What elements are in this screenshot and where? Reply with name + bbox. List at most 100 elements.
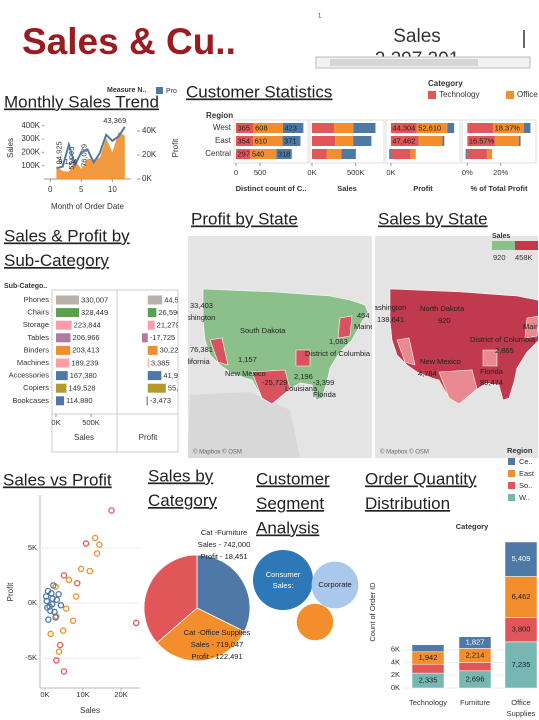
bar bbox=[282, 136, 301, 146]
value-label: 167,380 bbox=[70, 371, 97, 380]
map-label: California bbox=[178, 357, 211, 366]
point bbox=[53, 657, 60, 664]
map-label: -25,729 bbox=[262, 378, 287, 387]
x-tick-label: 500 bbox=[254, 168, 267, 177]
country bbox=[389, 288, 538, 405]
legend-swatch bbox=[506, 91, 514, 99]
value-label: 44,516 bbox=[164, 295, 187, 304]
value-label: 55,618 bbox=[168, 383, 191, 392]
point bbox=[47, 630, 54, 638]
column-title: Sales bbox=[337, 184, 357, 193]
value-label: 43,369 bbox=[103, 116, 126, 125]
value-label: 1,827 bbox=[466, 638, 485, 647]
legend-swatch bbox=[508, 482, 515, 489]
column-frame bbox=[385, 119, 461, 164]
bar-column: 330,007 328,449 223,844 206,966 203,413 189,2… bbox=[56, 295, 108, 406]
point bbox=[57, 602, 65, 609]
legend-title: Category bbox=[428, 79, 463, 88]
value-label: 5,409 bbox=[512, 554, 531, 563]
bar bbox=[147, 383, 166, 393]
map-label: Washington bbox=[367, 303, 406, 312]
map-label: 2,865 bbox=[495, 346, 514, 355]
row-label: Central bbox=[205, 149, 231, 158]
kpi-value: 2,297,201 bbox=[375, 49, 460, 70]
bar bbox=[56, 358, 70, 368]
map-label: 2,196 bbox=[294, 372, 313, 381]
value-label: 26,590 bbox=[158, 308, 181, 317]
bar bbox=[282, 123, 304, 133]
y-tick-label: 400K bbox=[21, 121, 40, 130]
kpi-label: Sales bbox=[393, 26, 441, 47]
bar bbox=[486, 149, 493, 159]
panel-title: Customer Statistics bbox=[186, 82, 332, 101]
category-label: Phones bbox=[24, 295, 50, 304]
value-label: 7,235 bbox=[512, 660, 531, 669]
point bbox=[72, 593, 80, 600]
bar bbox=[518, 136, 521, 146]
legend-label: Pro bbox=[166, 88, 177, 95]
value-label: -3,473 bbox=[150, 396, 171, 405]
slice-sales: Sales - 719,047 bbox=[191, 640, 244, 649]
bar-segment bbox=[458, 662, 492, 672]
slice-category: Cat -Furniture bbox=[201, 528, 247, 537]
value-label: 540 bbox=[252, 149, 265, 158]
point bbox=[59, 627, 67, 634]
value-label: 114,880 bbox=[66, 396, 93, 405]
bar bbox=[236, 149, 251, 159]
bar bbox=[236, 123, 254, 133]
y-tick-label: 0K bbox=[391, 683, 400, 692]
point bbox=[77, 565, 85, 573]
panel-title: Customer bbox=[256, 469, 330, 488]
bar bbox=[147, 295, 163, 305]
category-header: Category bbox=[456, 522, 489, 531]
x-tick-label: 5 bbox=[79, 185, 84, 194]
column-frame bbox=[461, 119, 537, 164]
point bbox=[43, 604, 51, 611]
panel-title: Sales & Profit by bbox=[4, 226, 130, 245]
value-label: 16.57% bbox=[469, 136, 495, 145]
legend-title: Region bbox=[507, 446, 533, 455]
x-axis-title: Month of Order Date bbox=[51, 202, 124, 211]
attribution: © Mapbox © OSM bbox=[380, 449, 429, 456]
bar bbox=[390, 136, 419, 146]
map-label: Florida bbox=[480, 367, 504, 376]
bar bbox=[390, 123, 417, 133]
bar bbox=[416, 123, 448, 133]
y-axis-title: Profit bbox=[6, 582, 15, 601]
map-label: Louisiana bbox=[285, 384, 318, 393]
panel-title: Order Quantity bbox=[365, 469, 477, 488]
bar bbox=[467, 149, 487, 159]
column-frame bbox=[309, 119, 385, 164]
x-tick-label: 10K bbox=[76, 690, 89, 699]
panel-title: Distribution bbox=[365, 494, 450, 513]
y-tick-label: 100K bbox=[21, 161, 40, 170]
bar bbox=[353, 136, 372, 146]
state bbox=[438, 369, 478, 405]
bar-segment bbox=[458, 636, 492, 649]
column-frame bbox=[233, 119, 309, 164]
bar bbox=[465, 149, 468, 159]
bar bbox=[147, 320, 155, 330]
legend-label: East bbox=[519, 469, 535, 478]
dashboard-title: Sales & Cu.. bbox=[22, 21, 236, 62]
bar bbox=[493, 123, 524, 133]
value-label: 371 bbox=[284, 136, 297, 145]
y-tick-label: 5K bbox=[28, 543, 37, 552]
value-label: 3,800 bbox=[512, 625, 531, 634]
kpi: 2,297,201 bbox=[375, 49, 460, 70]
area bbox=[56, 132, 125, 179]
bar bbox=[334, 123, 354, 133]
panel-frame bbox=[51, 289, 179, 453]
legend-tick-label: 920 bbox=[493, 253, 506, 262]
map-label: -3,399 bbox=[313, 378, 334, 387]
bar-segment bbox=[504, 641, 538, 689]
state bbox=[209, 337, 229, 366]
scroll-thumb[interactable] bbox=[330, 59, 478, 66]
point bbox=[60, 668, 68, 675]
map-label: 4,784 bbox=[418, 369, 437, 378]
value-label: 55,005 bbox=[67, 147, 76, 170]
point bbox=[52, 614, 59, 621]
legend-swatch bbox=[156, 87, 163, 94]
value-label: 608 bbox=[255, 123, 268, 132]
bar bbox=[389, 149, 391, 159]
